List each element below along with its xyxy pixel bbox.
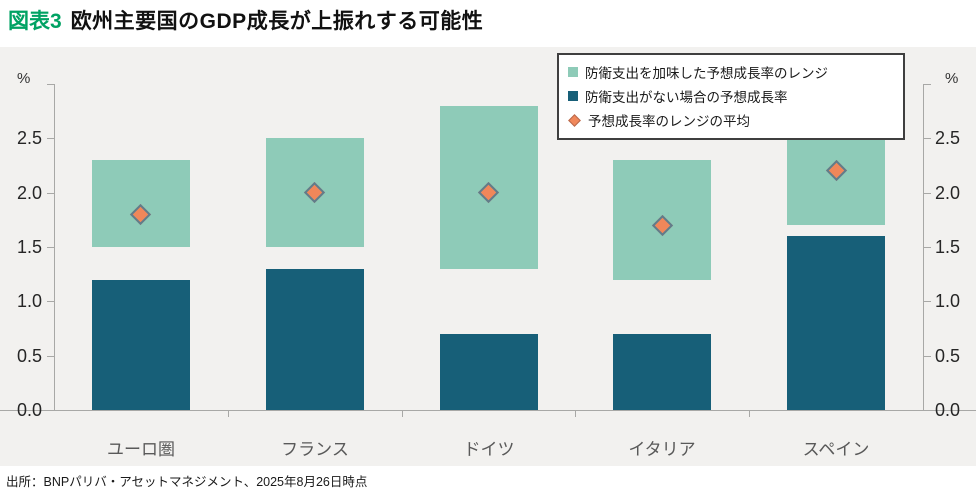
- figure-label: 図表3: [8, 10, 62, 33]
- y-tick-label: 2.5: [935, 128, 961, 148]
- figure-title: 欧州主要国のGDP成長が上振れする可能性: [70, 10, 484, 33]
- y-axis-left: [54, 84, 55, 410]
- y-axis-right: [923, 84, 924, 410]
- range-bar: [92, 160, 190, 247]
- title-bar: 図表3 欧州主要国のGDP成長が上振れする可能性: [8, 5, 483, 37]
- y-axis-tick: [924, 410, 931, 411]
- y-axis-tick: [924, 138, 931, 139]
- legend-bar-swatch-icon: [568, 91, 578, 101]
- x-axis-tick: [749, 411, 750, 417]
- y-tick-label: 1.0: [16, 291, 42, 311]
- y-axis-tick: [47, 84, 54, 85]
- y-axis-tick: [924, 84, 931, 85]
- y-axis-tick: [924, 247, 931, 248]
- y-axis-tick: [47, 356, 54, 357]
- x-axis-baseline: [0, 410, 976, 411]
- y-axis-tick: [47, 193, 54, 194]
- y-axis-tick: [47, 410, 54, 411]
- y-axis-unit-right: %: [945, 70, 959, 87]
- legend-item-label: 防衛支出を加味した予想成長率のレンジ: [585, 66, 828, 81]
- base-bar: [787, 236, 885, 410]
- legend: 防衛支出を加味した予想成長率のレンジ 防衛支出がない場合の予想成長率 予想成長率…: [557, 53, 905, 140]
- y-tick-label: 2.5: [16, 128, 42, 148]
- base-bar: [266, 269, 364, 410]
- legend-item: 防衛支出を加味した予想成長率のレンジ: [568, 60, 895, 84]
- source-note: 出所：BNPパリバ・アセットマネジメント、2025年8月26日時点: [6, 475, 368, 489]
- base-bar: [613, 334, 711, 410]
- x-category-label: ユーロ圏: [107, 440, 175, 459]
- range-bar: [787, 138, 885, 225]
- y-tick-label: 1.0: [935, 291, 961, 311]
- legend-item: 予想成長率のレンジの平均: [568, 108, 895, 132]
- x-category-label: ドイツ: [463, 440, 515, 459]
- y-axis-tick: [924, 356, 931, 357]
- x-category-label: イタリア: [628, 440, 696, 459]
- x-category-label: スペイン: [802, 440, 870, 459]
- y-axis-unit-left: %: [17, 70, 31, 87]
- legend-mean-diamond-icon: [568, 113, 581, 127]
- y-tick-label: 1.5: [935, 237, 961, 257]
- y-tick-label: 0.5: [935, 346, 961, 366]
- legend-item: 防衛支出がない場合の予想成長率: [568, 84, 895, 108]
- legend-item-label: 防衛支出がない場合の予想成長率: [585, 90, 788, 105]
- x-axis-tick: [402, 411, 403, 417]
- x-category-label: フランス: [281, 440, 349, 459]
- y-tick-label: 0.0: [935, 400, 961, 420]
- legend-item-label: 予想成長率のレンジの平均: [588, 114, 750, 129]
- y-tick-label: 0.0: [16, 400, 42, 420]
- y-tick-label: 0.5: [16, 346, 42, 366]
- y-axis-tick: [47, 247, 54, 248]
- y-axis-tick: [924, 301, 931, 302]
- y-axis-tick: [47, 301, 54, 302]
- base-bar: [440, 334, 538, 410]
- x-axis-tick: [575, 411, 576, 417]
- y-tick-label: 2.0: [935, 183, 961, 203]
- legend-range-swatch-icon: [568, 67, 578, 77]
- y-axis-tick: [924, 193, 931, 194]
- chart-panel: 防衛支出を加味した予想成長率のレンジ 防衛支出がない場合の予想成長率 予想成長率…: [0, 47, 976, 466]
- y-tick-label: 2.0: [16, 183, 42, 203]
- y-tick-label: 1.5: [16, 237, 42, 257]
- y-axis-tick: [47, 138, 54, 139]
- base-bar: [92, 280, 190, 410]
- x-axis-tick: [228, 411, 229, 417]
